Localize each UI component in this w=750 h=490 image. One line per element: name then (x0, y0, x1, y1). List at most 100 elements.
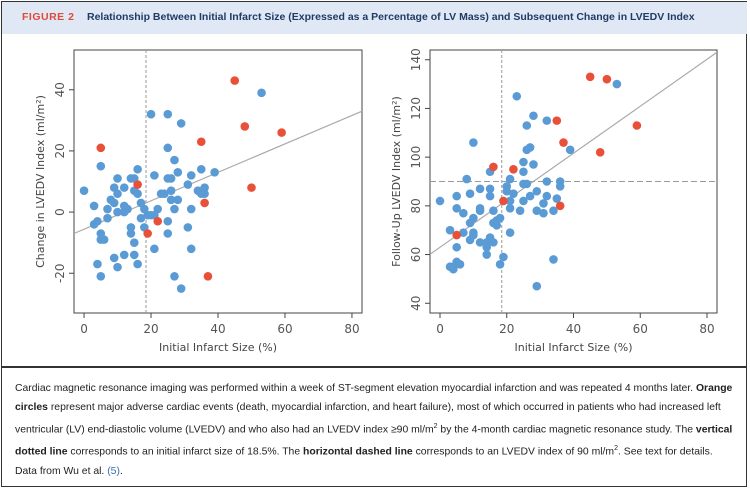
data-point (103, 213, 112, 223)
data-point (532, 186, 542, 196)
mace-point (585, 72, 595, 82)
data-point (435, 196, 445, 206)
caption-divider (2, 366, 747, 368)
data-point (502, 186, 512, 196)
y-axis-label: Change in LVEDV Index (ml/m²) (34, 95, 47, 268)
data-point (99, 235, 109, 244)
data-point (113, 189, 122, 199)
data-point (539, 199, 548, 208)
y-tick-label: 0 (53, 208, 67, 216)
x-axis-label: Initial Infarct Size (%) (514, 341, 632, 354)
data-point (542, 177, 552, 186)
data-point (509, 189, 518, 198)
data-point (452, 203, 461, 213)
data-point (542, 116, 552, 125)
data-point (525, 191, 535, 201)
data-point (505, 228, 515, 237)
data-point (515, 206, 525, 216)
figure-title: Relationship Between Initial Infarct Siz… (87, 11, 695, 23)
data-point (163, 109, 173, 119)
data-point (459, 228, 468, 237)
x-tick-label: 80 (344, 322, 359, 336)
data-point (166, 174, 176, 183)
caption-superscript: 2 (433, 423, 438, 430)
data-point (79, 186, 89, 195)
caption-text: represent major adverse cardiac events (… (15, 402, 721, 436)
x-axis-label: Initial Infarct Size (%) (159, 341, 277, 354)
data-point (565, 145, 575, 155)
mace-point (452, 230, 461, 240)
data-point (462, 174, 472, 184)
data-point (519, 196, 528, 206)
data-point (495, 259, 505, 269)
y-tick-label: -20 (53, 263, 67, 283)
mace-point (277, 128, 286, 137)
caption-text: corresponds to an LVEDV index of 90 ml/m (412, 446, 615, 458)
figure-caption: Cardiac magnetic resonance imaging was p… (15, 379, 735, 481)
figure-label: FIGURE 2 (22, 11, 75, 23)
data-point (163, 229, 173, 238)
data-point (129, 238, 139, 247)
data-point (522, 179, 532, 189)
data-point (505, 203, 515, 213)
mace-point (200, 198, 209, 208)
data-point (109, 198, 119, 208)
data-point (183, 180, 193, 189)
y-tick-label: 100 (409, 146, 423, 169)
data-point (465, 189, 475, 198)
data-point (109, 253, 119, 263)
left-scatter-chart: 0 20 40 60 80 -20 0 20 40 Initial Infarct Size (%… (34, 49, 363, 354)
data-point (126, 229, 136, 238)
data-point (186, 204, 196, 214)
data-point (469, 138, 478, 147)
data-point (455, 259, 465, 269)
data-point (136, 213, 146, 223)
data-point (196, 164, 206, 174)
data-point (452, 242, 461, 252)
data-point (529, 160, 538, 169)
data-point (475, 206, 485, 216)
plot-content (74, 50, 362, 313)
data-point (119, 250, 129, 260)
x-tick-label: 20 (143, 322, 158, 336)
data-point (133, 189, 142, 199)
y-tick-label: 60 (409, 247, 423, 262)
mace-point (247, 183, 256, 192)
x-tick-label: 60 (277, 322, 292, 336)
data-point (119, 207, 129, 217)
x-tick-label: 40 (566, 322, 581, 336)
data-point (150, 244, 159, 254)
mace-point (555, 201, 565, 211)
data-point (489, 238, 498, 247)
y-tick-label: 40 (409, 296, 423, 311)
data-point (126, 223, 136, 232)
caption-text: . (119, 465, 123, 477)
mace-point (632, 121, 642, 130)
reference-link[interactable]: (5) (107, 465, 120, 477)
data-point (485, 184, 495, 194)
data-point (89, 201, 99, 211)
data-point (146, 210, 156, 220)
data-point (176, 119, 186, 128)
mace-point (499, 196, 508, 206)
data-point (173, 168, 183, 177)
data-point (210, 168, 219, 177)
data-point (449, 264, 458, 274)
data-point (183, 223, 193, 232)
data-point (475, 184, 485, 194)
data-point (173, 195, 183, 205)
data-point (485, 191, 495, 201)
caption-text: . See text for details. Data from Wu et … (15, 446, 713, 477)
x-tick-label: 60 (633, 322, 648, 336)
data-point (163, 143, 173, 153)
caption-text: Cardiac magnetic resonance imaging was p… (15, 383, 696, 394)
mace-point (133, 180, 142, 189)
data-point (200, 189, 209, 199)
regression-line (430, 51, 717, 255)
data-point (96, 161, 106, 171)
right-scatter-chart: 0 20 40 60 80 40 60 80 100 120 140 Initial Infarct … (390, 48, 718, 354)
y-tick-label: 80 (409, 198, 423, 213)
data-point (113, 262, 122, 272)
data-point (552, 194, 562, 203)
